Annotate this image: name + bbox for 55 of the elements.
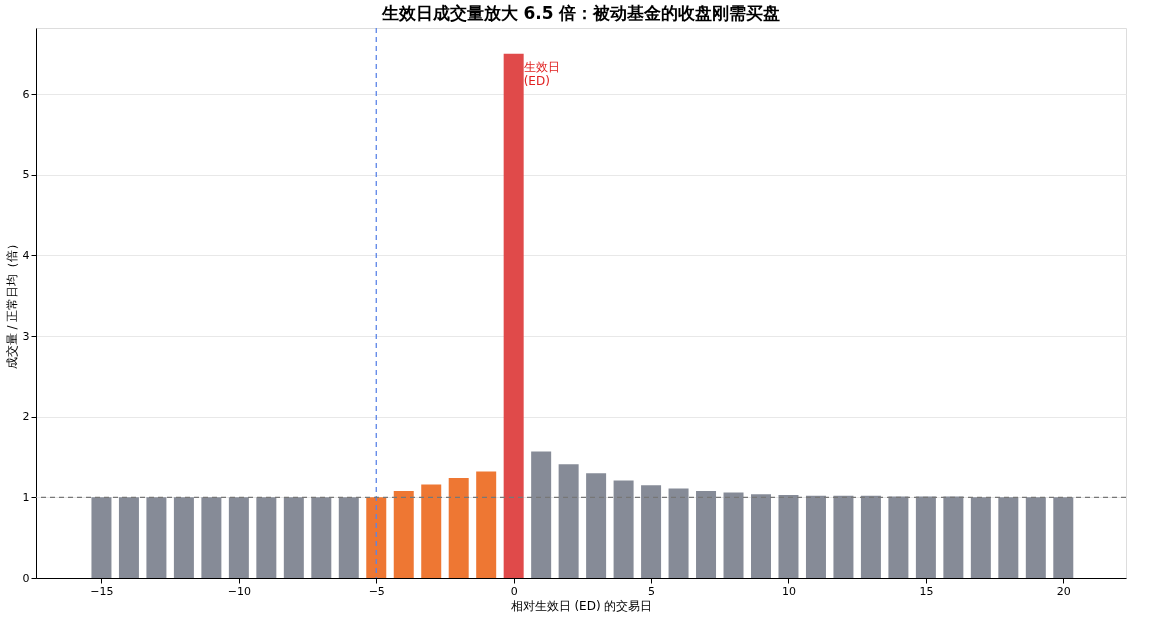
bar: [778, 494, 799, 578]
bar: [531, 451, 552, 578]
bar: [805, 495, 826, 578]
x-tick-label: 20: [1056, 584, 1071, 598]
x-axis-title: 相对生效日 (ED) 的交易日: [510, 598, 653, 613]
bar: [998, 497, 1019, 578]
bar: [613, 480, 634, 578]
bar: [668, 488, 689, 578]
bar: [915, 496, 936, 578]
y-tick-label: 4: [22, 248, 30, 262]
bar: [696, 490, 717, 578]
x-tick-label: −5: [368, 584, 385, 598]
bar: [558, 464, 579, 578]
bar: [723, 492, 744, 578]
bar: [1053, 497, 1074, 578]
x-tick-label: −10: [227, 584, 251, 598]
y-tick-label: 2: [22, 410, 30, 424]
x-tick-label: 5: [648, 584, 656, 598]
y-tick-label: 3: [22, 329, 30, 343]
bar: [393, 490, 414, 578]
bar: [1025, 497, 1046, 578]
bar: [586, 473, 607, 578]
y-tick-label: 6: [22, 87, 30, 101]
y-tick-label: 5: [22, 168, 30, 182]
bar: [311, 497, 332, 578]
bar: [943, 496, 964, 578]
y-axis-title: 成交量 / 正常日均（倍）: [4, 237, 19, 370]
chart-title: 生效日成交量放大 6.5 倍：被动基金的收盘刚需买盘: [380, 3, 781, 24]
y-tick-label: 0: [22, 571, 30, 585]
bar: [448, 478, 469, 578]
bar: [860, 495, 881, 578]
bar: [366, 497, 387, 578]
x-tick-label: 10: [781, 584, 796, 598]
bar: [91, 497, 112, 578]
bar: [118, 497, 139, 578]
x-tick-label: −15: [90, 584, 114, 598]
bar: [503, 53, 524, 578]
bar: [338, 497, 359, 578]
x-tick-label: 15: [919, 584, 934, 598]
bar: [283, 497, 304, 578]
annotation: 生效日 (ED): [523, 59, 560, 88]
x-tick-label: 0: [510, 584, 518, 598]
bar: [228, 497, 249, 578]
y-tick-label: 1: [22, 490, 30, 504]
bar: [751, 494, 771, 578]
bar: [173, 497, 194, 578]
bar: [201, 497, 222, 578]
bar: [641, 485, 662, 578]
bar: [256, 497, 277, 578]
bar: [970, 497, 991, 578]
bar: [421, 484, 442, 578]
bar: [833, 495, 854, 578]
bar: [146, 497, 167, 578]
bar: [888, 496, 909, 578]
bar: [476, 471, 497, 578]
